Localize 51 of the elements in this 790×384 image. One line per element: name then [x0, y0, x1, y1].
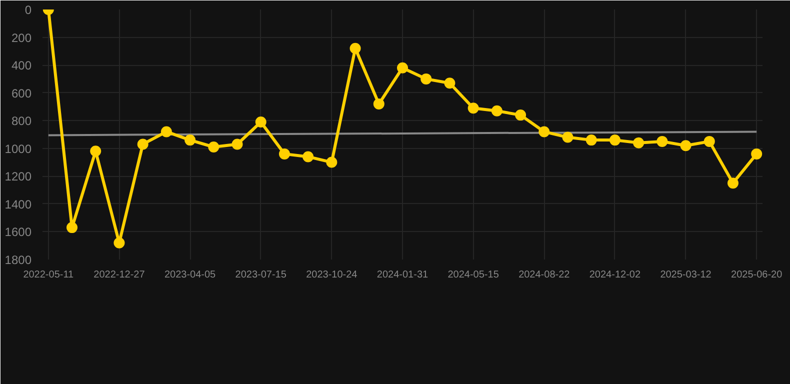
point: [397, 62, 408, 74]
x-tick-label: 2024-08-22: [518, 270, 570, 280]
point: [160, 126, 172, 138]
point: [538, 126, 550, 138]
y-tick-label: 1800: [4, 253, 32, 267]
point: [184, 134, 196, 146]
point: [609, 134, 620, 146]
point: [704, 136, 715, 147]
point: [90, 146, 102, 157]
point: [114, 237, 125, 248]
y-tick-label: 1200: [4, 170, 32, 184]
y-tick-label: 1400: [4, 197, 32, 212]
point: [468, 102, 479, 114]
point: [727, 178, 738, 189]
x-tick-label: 2024-12-02: [589, 270, 641, 280]
y-tick-label: 1600: [4, 225, 32, 240]
point: [278, 148, 290, 160]
point: [373, 98, 384, 110]
point: [350, 42, 361, 54]
point: [208, 142, 220, 152]
point: [302, 151, 314, 162]
x-tick-label: 2025-06-20: [731, 270, 783, 280]
point: [751, 148, 762, 160]
point: [137, 138, 148, 150]
point: [586, 134, 597, 146]
y-tick-label: 800: [11, 114, 32, 128]
point: [444, 78, 456, 89]
y-tick-label: 600: [11, 86, 32, 100]
y-tick-label: 0: [24, 3, 32, 17]
point: [515, 110, 526, 121]
x-tick-label: 2025-03-12: [660, 270, 712, 280]
y-tick-label: 200: [11, 30, 32, 45]
x-tick-label: 2023-04-05: [164, 270, 216, 280]
point: [562, 132, 574, 143]
point: [656, 136, 668, 147]
y-tick-label: 1000: [4, 142, 32, 156]
x-tick-label: 2022-05-11: [23, 270, 74, 280]
point: [680, 140, 692, 152]
point: [491, 105, 502, 116]
x-tick-label: 2024-05-15: [448, 270, 500, 280]
x-tick-label: 2023-07-15: [235, 270, 287, 280]
y-tick-label: 400: [11, 58, 32, 73]
x-tick-label: 2023-10-24: [306, 270, 358, 280]
point: [633, 137, 644, 148]
point: [420, 73, 432, 84]
x-tick-label: 2022-12-27: [94, 270, 146, 280]
point: [66, 222, 78, 234]
point: [232, 138, 243, 150]
x-tick-label: 2024-01-31: [376, 270, 429, 280]
point: [326, 156, 338, 168]
point: [255, 116, 266, 128]
